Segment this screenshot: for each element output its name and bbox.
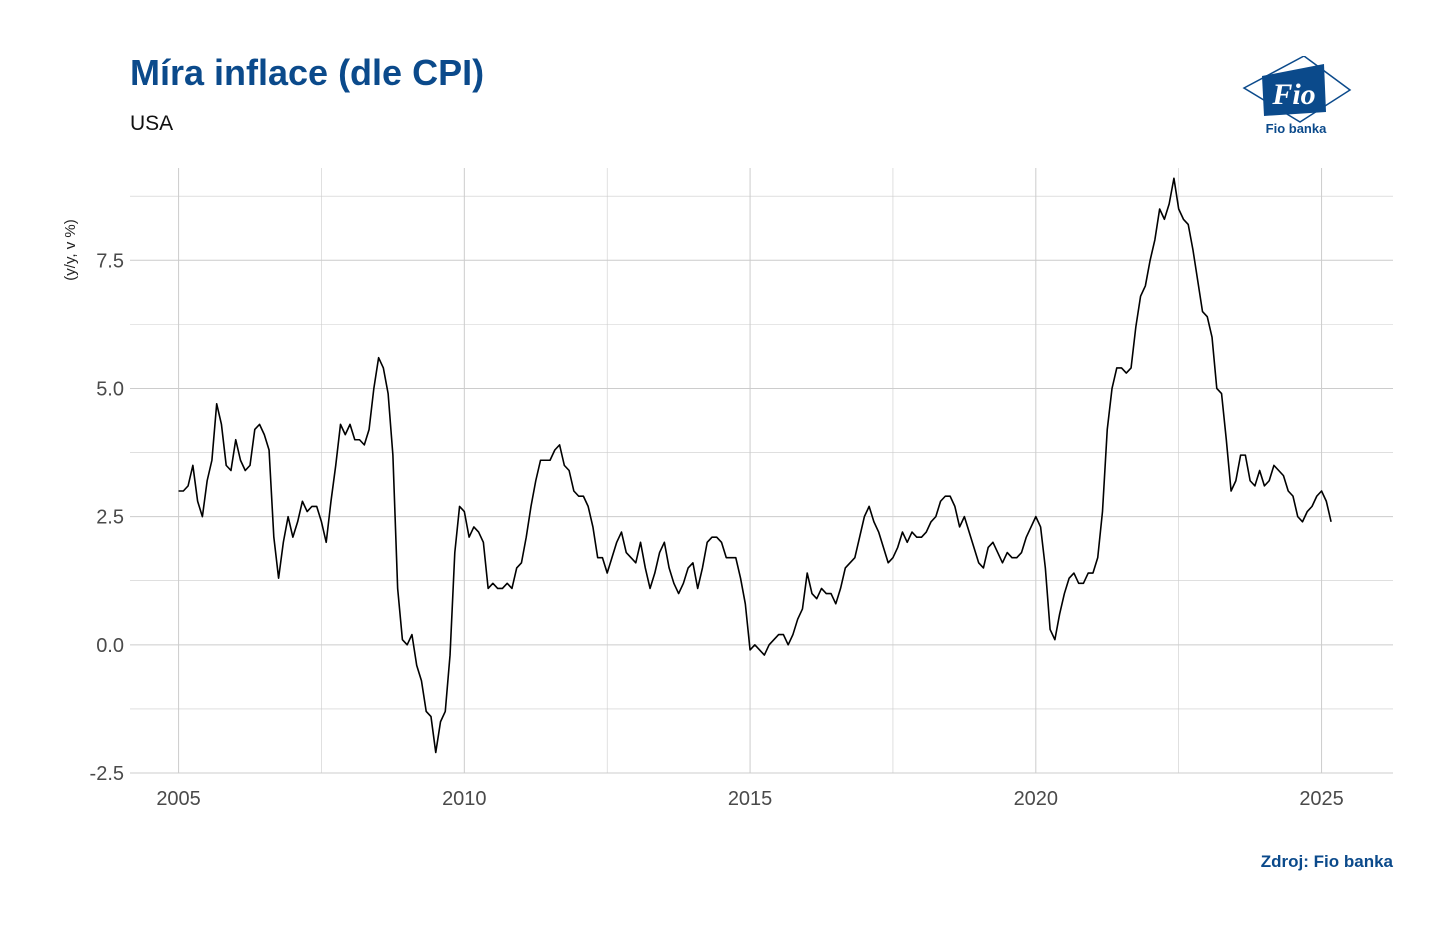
- y-tick-label: 0.0: [96, 635, 124, 657]
- axes: -2.5 0.0 2.5 5.0 7.5 2005 2010 2015 2020 2025 (y/y…: [62, 219, 1344, 810]
- y-tick-label: -2.5: [90, 763, 124, 785]
- x-tick-label: 2005: [156, 788, 201, 810]
- x-tick-label: 2020: [1014, 788, 1059, 810]
- cpi-inflation-line: [178, 177, 1332, 754]
- y-tick-label: 2.5: [96, 507, 124, 529]
- y-axis-label: (y/y, v %): [62, 219, 79, 280]
- x-tick-label: 2015: [728, 788, 773, 810]
- source-note: Zdroj: Fio banka: [1260, 852, 1393, 871]
- fio-banka-logo: Fio: [1242, 56, 1352, 123]
- series-layer: [178, 177, 1332, 754]
- x-tick-label: 2025: [1299, 788, 1344, 810]
- chart-title: Míra inflace (dle CPI): [130, 52, 485, 93]
- svg-text:Fio: Fio: [1271, 78, 1315, 111]
- x-tick-label: 2010: [442, 788, 487, 810]
- chart-subtitle: USA: [130, 112, 174, 135]
- y-tick-label: 5.0: [96, 378, 124, 400]
- grid: [130, 168, 1393, 774]
- y-tick-label: 7.5: [96, 250, 124, 272]
- logo-text: Fio banka: [1265, 121, 1327, 136]
